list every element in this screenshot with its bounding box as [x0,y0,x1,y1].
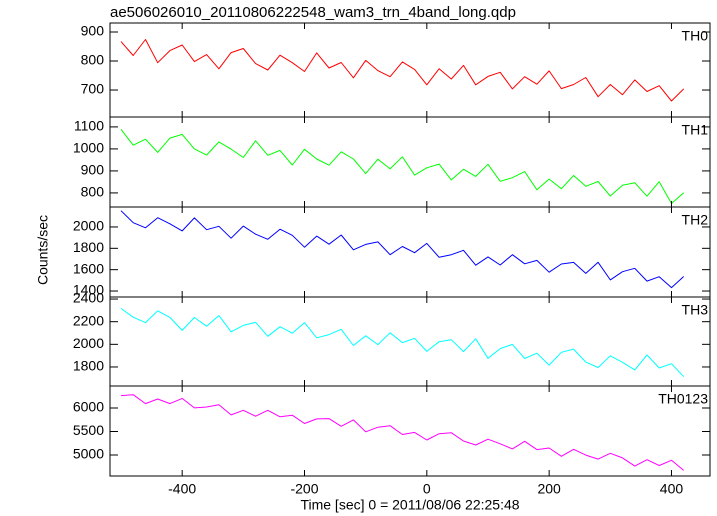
y-tick-label: 5000 [73,446,104,462]
panel-frame [109,206,711,298]
panel-frame [109,385,711,477]
y-tick-label: 1000 [73,140,104,156]
x-tick-label: 400 [660,481,684,497]
data-line [120,39,685,102]
panel-label: TH1 [682,122,709,138]
y-tick-label: 800 [81,52,105,68]
x-tick-label: 200 [537,481,561,497]
y-tick-label: 1600 [73,260,104,276]
y-tick-label: 700 [81,81,105,97]
data-line [120,394,685,471]
y-tick-label: 900 [81,23,105,39]
x-axis-label: Time [sec] 0 = 2011/08/06 22:25:48 [300,497,519,513]
x-tick-label: -400 [168,481,196,497]
panel-frame [109,296,711,387]
data-line [120,210,685,289]
x-tick-label: -200 [290,481,318,497]
y-axis-label: Counts/sec [35,215,51,285]
y-tick-label: 2000 [73,218,104,234]
chart-title: ae506026010_20110806222548_wam3_trn_4ban… [110,4,516,21]
y-tick-label: 2400 [73,290,104,306]
y-tick-label: 2000 [73,335,104,351]
x-tick-label: 0 [423,481,431,497]
y-tick-label: 1800 [73,358,104,374]
panel-label: TH2 [682,212,709,228]
panel-label: TH3 [682,302,709,318]
panel-label: TH0123 [658,391,708,407]
y-tick-label: 1800 [73,239,104,255]
y-tick-label: 800 [81,184,105,200]
y-tick-label: 900 [81,162,105,178]
panel-frame [109,22,711,118]
panel-label: TH0 [682,28,709,44]
data-line [120,307,685,378]
y-tick-label: 1400 [73,282,104,298]
y-tick-label: 5500 [73,422,104,438]
data-line [120,128,685,204]
y-tick-label: 6000 [73,399,104,415]
y-tick-label: 2200 [73,312,104,328]
y-tick-label: 1100 [74,118,104,134]
panel-frame [109,116,711,208]
